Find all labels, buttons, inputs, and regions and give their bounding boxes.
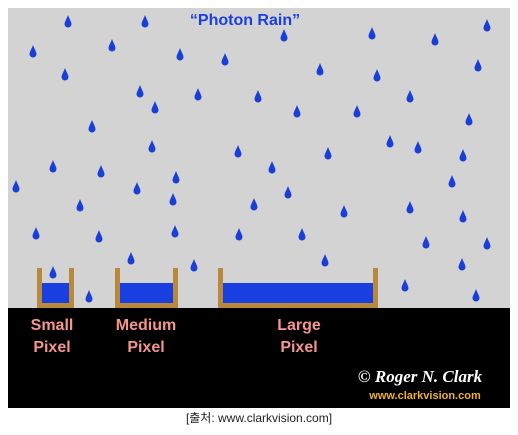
raindrop — [235, 228, 243, 241]
raindrop — [171, 225, 179, 238]
raindrop — [133, 182, 141, 195]
raindrop — [431, 33, 439, 46]
raindrop — [298, 228, 306, 241]
pixel-label: Small — [31, 317, 74, 334]
raindrop — [97, 165, 105, 178]
raindrop — [368, 27, 376, 40]
raindrop — [234, 145, 242, 158]
raindrop — [324, 147, 332, 160]
raindrop — [448, 175, 456, 188]
raindrops — [12, 15, 491, 303]
raindrop — [280, 29, 288, 42]
raindrop — [141, 15, 149, 28]
raindrop — [483, 237, 491, 250]
raindrop — [136, 85, 144, 98]
raindrop — [169, 193, 177, 206]
water — [120, 283, 173, 303]
raindrop — [321, 254, 329, 267]
pixel-label: Pixel — [33, 339, 70, 356]
raindrop — [151, 101, 159, 114]
raindrop — [406, 90, 414, 103]
raindrop — [373, 69, 381, 82]
raindrop — [459, 149, 467, 162]
raindrop — [474, 59, 482, 72]
pixel-label: Medium — [116, 317, 176, 334]
raindrop — [465, 113, 473, 126]
title: “Photon Rain” — [190, 12, 300, 29]
raindrop — [194, 88, 202, 101]
caption: [출처: www.clarkvision.com] — [186, 411, 332, 425]
bucket — [37, 268, 74, 308]
raindrop — [88, 120, 96, 133]
pixel-label: Large — [277, 317, 321, 334]
copyright: © Roger N. Clark — [358, 367, 483, 386]
raindrop — [353, 105, 361, 118]
raindrop — [176, 48, 184, 61]
water — [223, 283, 373, 303]
raindrop — [458, 258, 466, 271]
ground — [8, 308, 510, 408]
raindrop — [64, 15, 72, 28]
raindrop — [172, 171, 180, 184]
raindrop — [250, 198, 258, 211]
raindrop — [49, 266, 57, 279]
raindrop — [127, 252, 135, 265]
raindrop — [268, 161, 276, 174]
raindrop — [340, 205, 348, 218]
raindrop — [401, 279, 409, 292]
raindrop — [12, 180, 20, 193]
bucket — [115, 268, 178, 308]
website: www.clarkvision.com — [368, 390, 481, 402]
raindrop — [254, 90, 262, 103]
raindrop — [483, 19, 491, 32]
raindrop — [284, 186, 292, 199]
raindrop — [414, 141, 422, 154]
raindrop — [32, 227, 40, 240]
raindrop — [85, 290, 93, 303]
sky — [8, 8, 510, 308]
raindrop — [221, 53, 229, 66]
raindrop — [190, 259, 198, 272]
water — [42, 283, 69, 303]
pixel-label: Pixel — [127, 339, 164, 356]
raindrop — [316, 63, 324, 76]
pixel-label: Pixel — [280, 339, 317, 356]
raindrop — [108, 39, 116, 52]
raindrop — [386, 135, 394, 148]
bucket — [218, 268, 378, 308]
raindrop — [422, 236, 430, 249]
raindrop — [406, 201, 414, 214]
raindrop — [61, 68, 69, 81]
raindrop — [472, 289, 480, 302]
raindrop — [76, 199, 84, 212]
raindrop — [95, 230, 103, 243]
raindrop — [29, 45, 37, 58]
raindrop — [49, 160, 57, 173]
raindrop — [148, 140, 156, 153]
raindrop — [459, 210, 467, 223]
raindrop — [293, 105, 301, 118]
